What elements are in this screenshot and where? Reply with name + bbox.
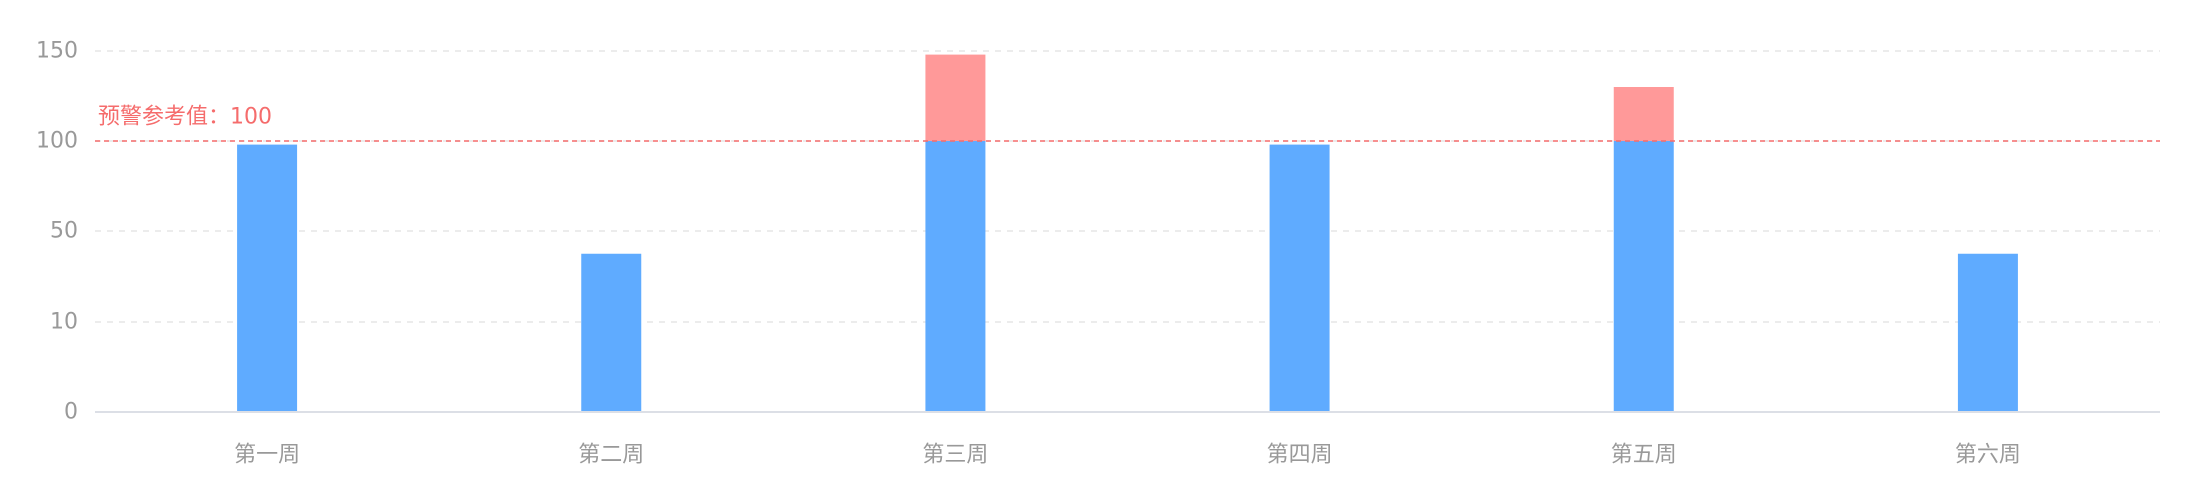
bar-overflow <box>1613 87 1674 141</box>
bar <box>1269 144 1330 412</box>
y-tick-label: 0 <box>64 400 78 425</box>
bar <box>237 144 298 412</box>
threshold: 预警参考值：100 <box>95 105 2160 142</box>
y-tick-label: 10 <box>50 310 78 335</box>
bar <box>925 141 986 412</box>
x-tick-label: 第五周 <box>1611 443 1677 468</box>
y-tick-label: 100 <box>36 129 78 154</box>
threshold-label: 预警参考值：100 <box>98 105 272 130</box>
x-axis: 第一周 第二周 第三周 第四周 第五周 第六周 <box>234 443 2021 468</box>
bar-overflow <box>925 54 986 141</box>
x-tick-label: 第六周 <box>1955 443 2021 468</box>
bar <box>1957 253 2018 412</box>
grid-layer <box>95 50 2160 323</box>
x-tick-label: 第一周 <box>234 443 300 468</box>
y-tick-label: 50 <box>50 219 78 244</box>
bars <box>237 54 2018 412</box>
y-axis: 0 10 50 100 150 <box>36 39 78 425</box>
bar <box>1613 141 1674 412</box>
x-tick-label: 第四周 <box>1267 443 1333 468</box>
x-tick-label: 第二周 <box>578 443 644 468</box>
bar <box>581 253 642 412</box>
y-tick-label: 150 <box>36 39 78 64</box>
x-tick-label: 第三周 <box>922 443 988 468</box>
